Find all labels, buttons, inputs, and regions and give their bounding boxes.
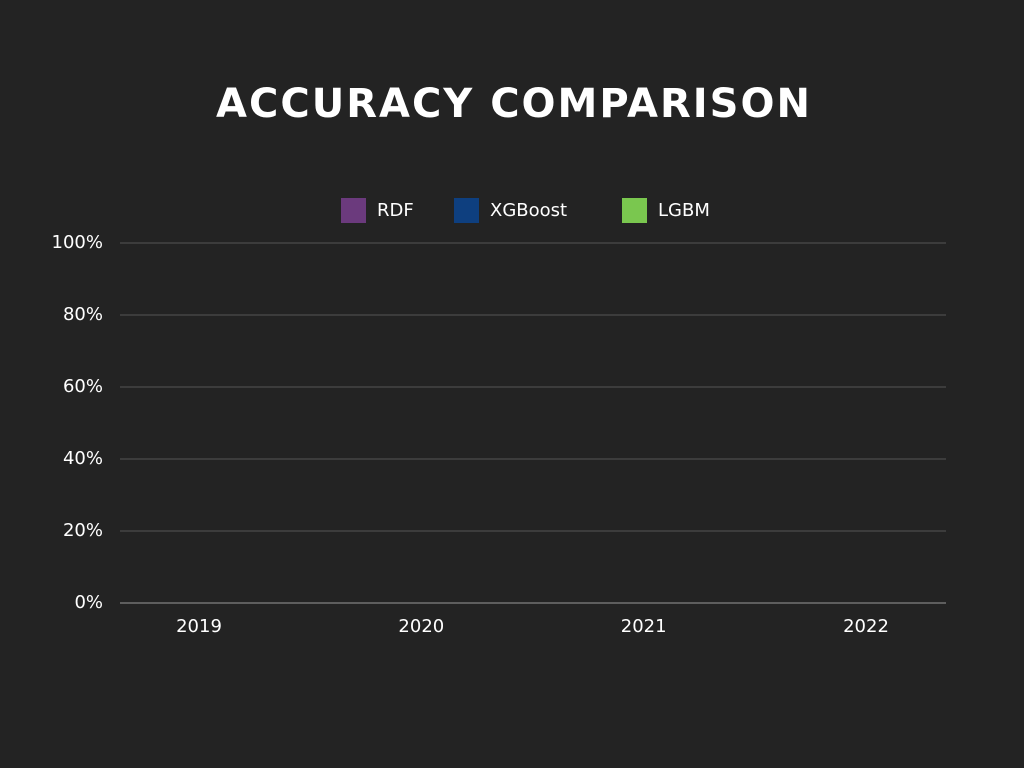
y-tick-label: 100% [52, 232, 103, 253]
legend-label: LGBM [658, 200, 710, 221]
legend-swatch [622, 198, 647, 223]
x-tick-label: 2021 [621, 616, 667, 637]
legend-swatch [454, 198, 479, 223]
legend-label: RDF [377, 200, 414, 221]
legend-label: XGBoost [490, 200, 567, 221]
chart-title: ACCURACY COMPARISON [216, 81, 812, 127]
y-tick-label: 80% [63, 304, 103, 325]
x-tick-label: 2019 [176, 616, 222, 637]
legend-swatch [341, 198, 366, 223]
x-tick-label: 2020 [398, 616, 444, 637]
y-tick-label: 0% [74, 592, 103, 613]
y-tick-label: 60% [63, 376, 103, 397]
y-tick-label: 20% [63, 520, 103, 541]
x-tick-label: 2022 [843, 616, 889, 637]
y-tick-label: 40% [63, 448, 103, 469]
